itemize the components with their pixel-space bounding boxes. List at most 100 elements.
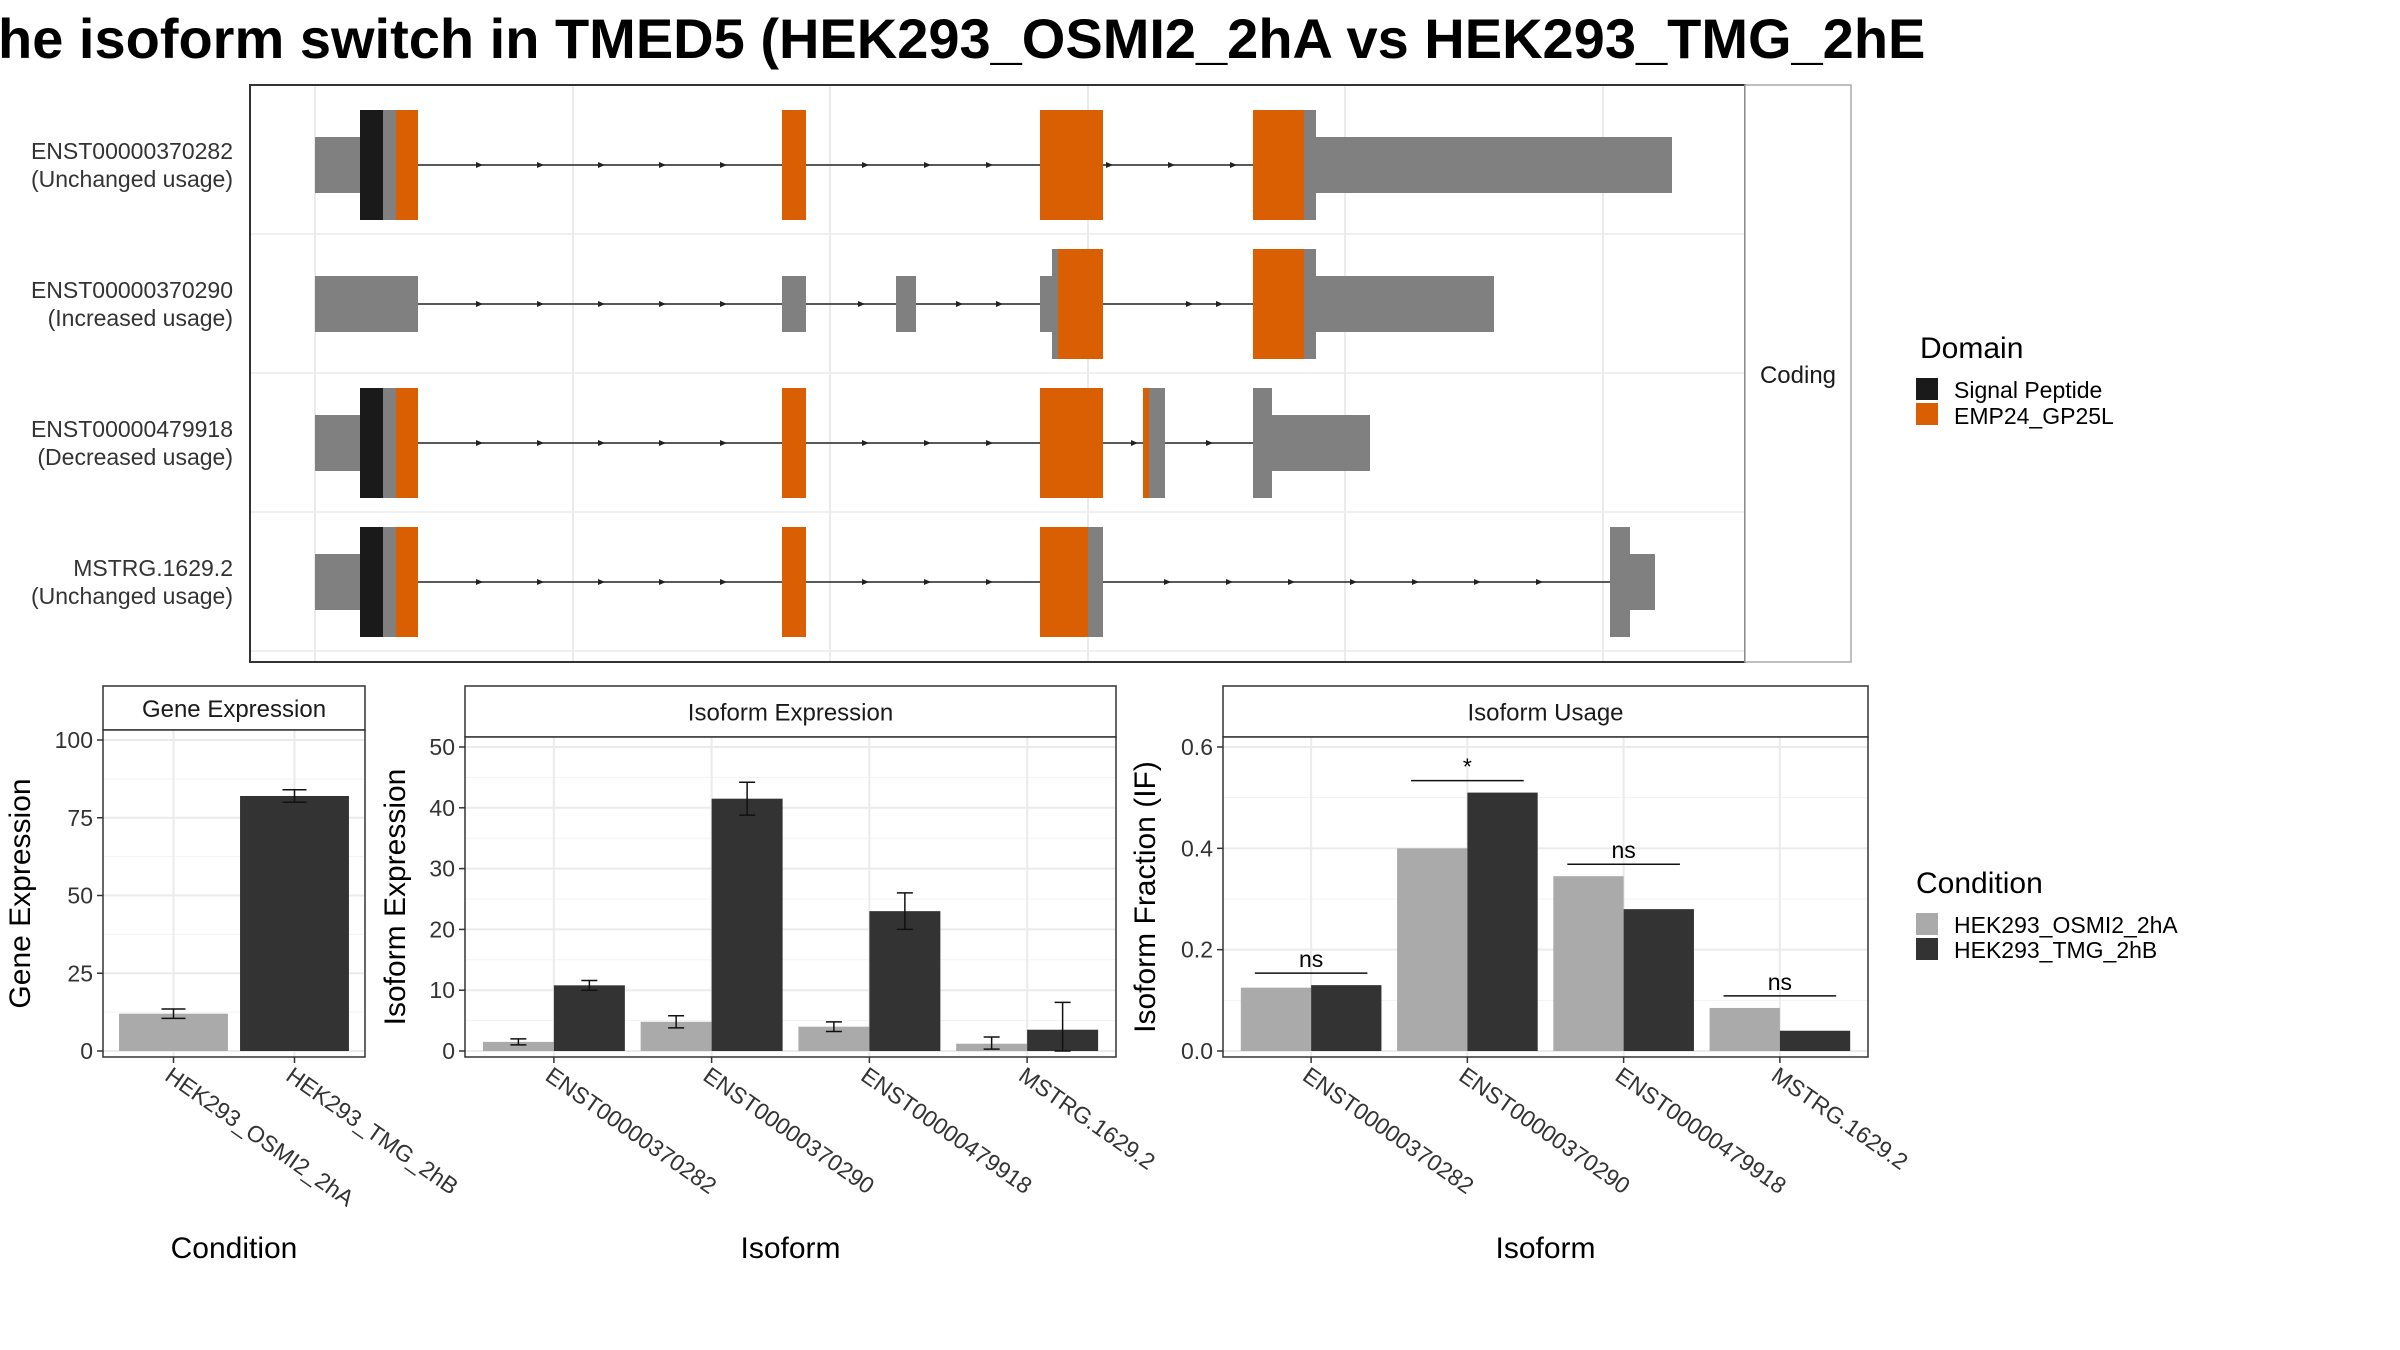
exon-block: [1316, 137, 1672, 193]
transcript-id-label: ENST00000370290: [31, 277, 233, 303]
y-tick-label: 0.2: [1181, 937, 1213, 963]
intron-arrow: [1226, 579, 1233, 585]
transcript-id-label: MSTRG.1629.2: [73, 555, 233, 581]
legend-label-cond-b: HEK293_TMG_2hB: [1954, 937, 2157, 963]
exon-block: [782, 276, 806, 332]
transcript-usage-label: (Increased usage): [48, 305, 233, 331]
intron-arrow: [986, 579, 993, 585]
bar: [1553, 876, 1624, 1051]
intron-arrow: [598, 162, 605, 168]
intron-arrow: [1412, 579, 1419, 585]
exon-block: [1253, 110, 1304, 220]
intron-arrow: [1474, 579, 1481, 585]
panel-strip: [464, 685, 1117, 738]
exon-block: [383, 388, 396, 498]
x-axis-title: Isoform: [740, 1232, 840, 1265]
x-tick-label: ENST00000479918: [1611, 1062, 1791, 1199]
y-tick-label: 0.0: [1181, 1038, 1213, 1064]
intron-arrow: [476, 579, 483, 585]
exon-block: [1058, 249, 1103, 359]
y-tick-label: 50: [67, 883, 93, 909]
domain-legend: Domain Signal Peptide EMP24_GP25L: [1916, 332, 2114, 429]
bar: [119, 1013, 228, 1051]
exon-block: [896, 276, 916, 332]
significance-label: *: [1463, 754, 1472, 780]
y-tick-label: 50: [429, 734, 455, 760]
x-tick-label: MSTRG.1629.2: [1014, 1062, 1160, 1175]
intron-arrow: [720, 301, 727, 307]
exon-block: [1253, 388, 1272, 498]
transcript-usage-label: (Decreased usage): [37, 444, 233, 470]
intron-arrow: [720, 162, 727, 168]
bar: [1397, 848, 1468, 1051]
exon-block: [1143, 388, 1149, 498]
isoform-usage-panel: Isoform Usage ns * ns ns 0.0 0.2 0.4 0.6 ENST0000…: [1129, 685, 1913, 1265]
intron-arrow: [659, 301, 666, 307]
transcript-usage-label: (Unchanged usage): [31, 583, 233, 609]
exon-block: [360, 527, 383, 637]
x-tick-label: ENST00000370282: [541, 1062, 721, 1199]
y-tick-label: 0.4: [1181, 835, 1213, 861]
intron-arrow: [537, 440, 544, 446]
exon-block: [396, 388, 418, 498]
y-axis-title: Isoform Expression: [379, 769, 412, 1026]
intron-arrow: [1216, 301, 1223, 307]
intron-arrow: [986, 162, 993, 168]
facet-strip-label: Coding: [1760, 362, 1836, 389]
intron-arrow: [862, 162, 869, 168]
x-tick-label: MSTRG.1629.2: [1767, 1062, 1913, 1175]
y-tick-label: 0: [80, 1038, 93, 1064]
intron-arrow: [862, 579, 869, 585]
legend-label-cond-a: HEK293_OSMI2_2hA: [1954, 912, 2178, 938]
condition-legend-title: Condition: [1916, 867, 2043, 900]
intron-arrow: [476, 301, 483, 307]
exon-block: [1610, 527, 1630, 637]
x-tick-label: ENST00000479918: [857, 1062, 1037, 1199]
intron-arrow: [1168, 162, 1175, 168]
y-tick-label: 10: [429, 977, 455, 1003]
exon-block: [383, 110, 396, 220]
x-tick-label: ENST00000370290: [699, 1062, 879, 1199]
transcript-id-label: ENST00000479918: [31, 416, 233, 442]
exon-block: [1149, 388, 1165, 498]
y-axis-title: Isoform Fraction (IF): [1129, 761, 1162, 1033]
exon-block: [396, 527, 418, 637]
bar: [1779, 1030, 1851, 1051]
panel-strip-title: Isoform Expression: [688, 700, 893, 727]
exon-block: [1316, 276, 1494, 332]
x-axis-title: Condition: [171, 1232, 298, 1265]
significance-label: ns: [1768, 969, 1792, 995]
domain-legend-title: Domain: [1920, 332, 2023, 365]
transcript-usage-label: (Unchanged usage): [31, 166, 233, 192]
intron-arrow: [720, 440, 727, 446]
y-tick-label: 25: [67, 960, 93, 986]
intron-arrow: [924, 440, 931, 446]
exon-block: [1304, 249, 1316, 359]
intron-arrow: [659, 579, 666, 585]
intron-arrow: [924, 162, 931, 168]
x-tick-label: ENST00000370290: [1455, 1062, 1635, 1199]
intron-arrow: [1230, 162, 1237, 168]
legend-swatch-cond-b: [1916, 938, 1938, 960]
exon-block: [1088, 527, 1103, 637]
bar: [1311, 985, 1382, 1051]
intron-arrow: [537, 162, 544, 168]
exon-block: [1040, 276, 1052, 332]
y-tick-label: 75: [67, 805, 93, 831]
significance-label: ns: [1299, 946, 1323, 972]
exon-block: [1630, 554, 1655, 610]
intron-arrow: [659, 162, 666, 168]
legend-swatch-cond-a: [1916, 913, 1938, 935]
bar: [1709, 1007, 1780, 1051]
legend-label-emp24: EMP24_GP25L: [1954, 403, 2114, 429]
bar: [869, 911, 941, 1051]
y-tick-label: 40: [429, 795, 455, 821]
panel-strip: [102, 685, 366, 731]
intron-arrow: [858, 301, 865, 307]
isoform-expression-panel: Isoform Expression 0 10 20 30 40 50 ENST0000037…: [379, 685, 1160, 1265]
bar: [1467, 792, 1538, 1051]
intron-arrow: [537, 301, 544, 307]
exon-block: [782, 527, 806, 637]
